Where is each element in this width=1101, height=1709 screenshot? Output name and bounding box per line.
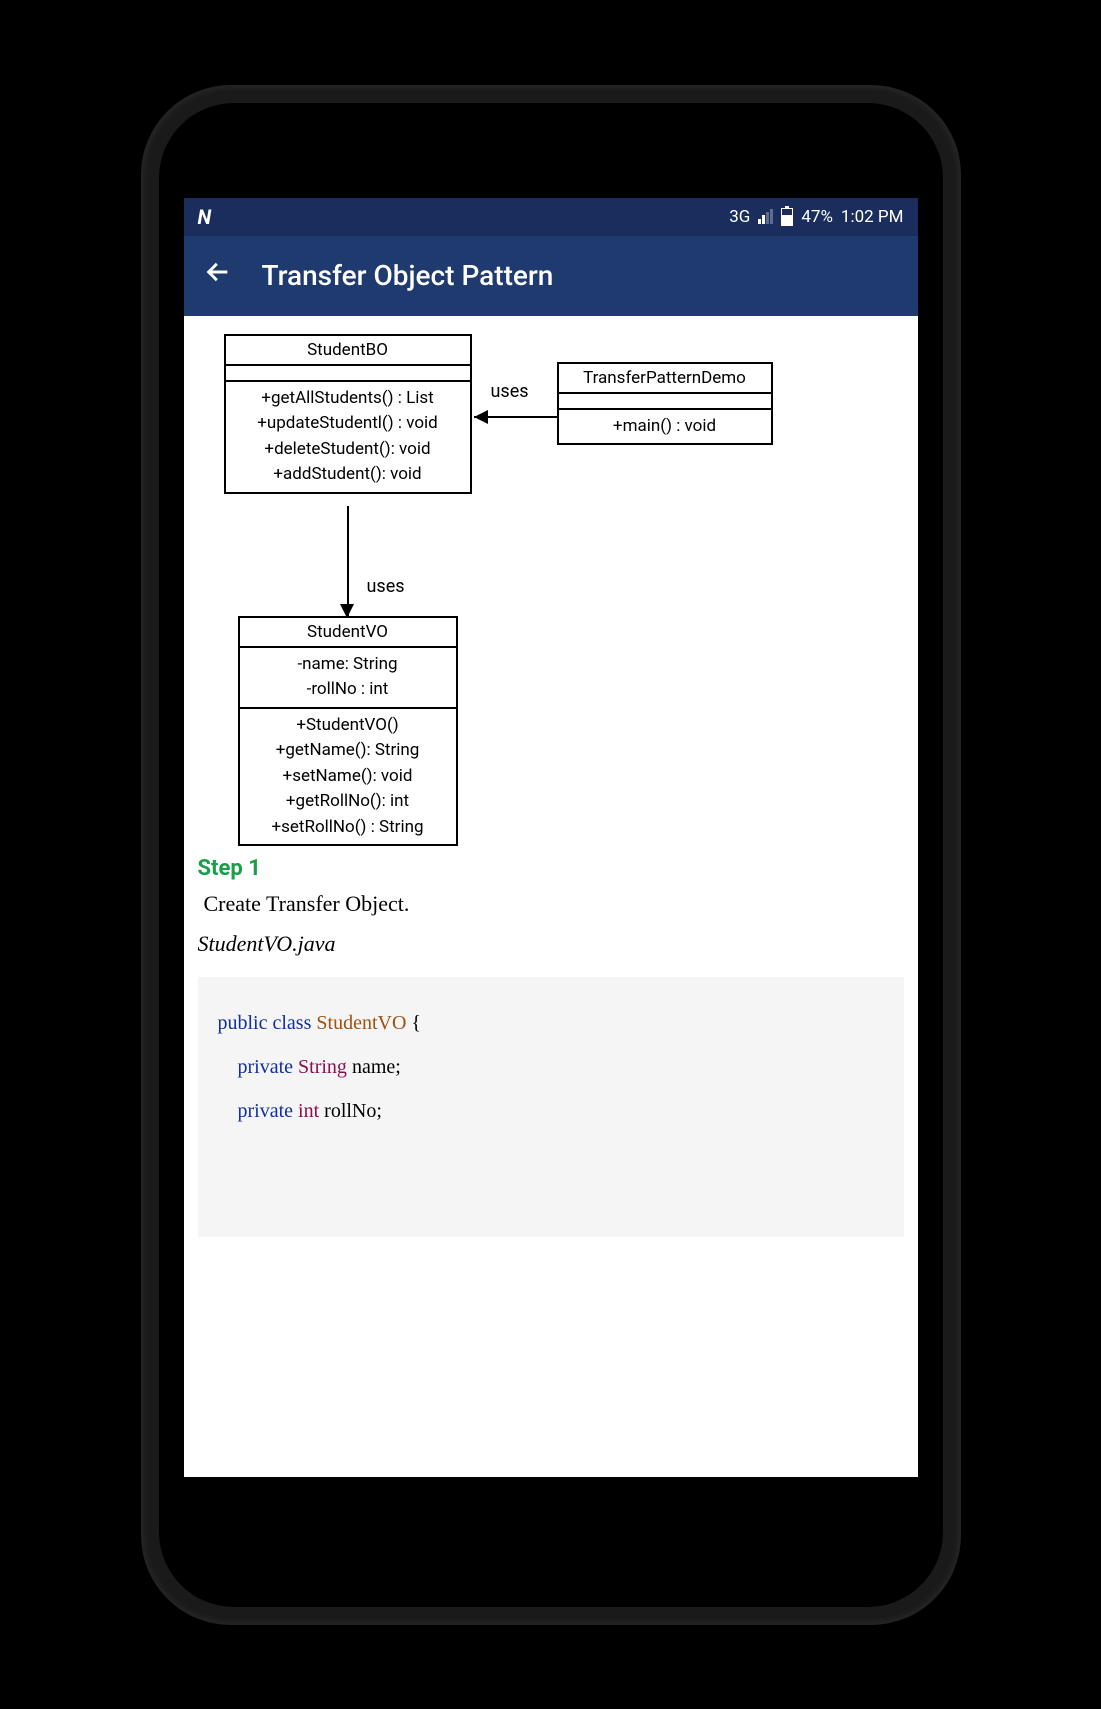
battery-percent: 47% [801, 207, 833, 227]
code-line: public class StudentVO { [218, 1001, 884, 1045]
uml-title: StudentBO [226, 336, 470, 366]
phone-frame: N 3G 47% 1:02 PM [141, 85, 961, 1625]
uses-label: uses [491, 381, 529, 402]
uml-attributes: -name: String -rollNo : int [240, 648, 456, 709]
uml-method: +updateStudentl() : void [238, 411, 458, 437]
status-left: N [198, 205, 212, 229]
uml-box-studentvo: StudentVO -name: String -rollNo : int +S… [238, 616, 458, 847]
uml-method: +getName(): String [252, 738, 444, 764]
code-text: rollNo; [324, 1100, 382, 1122]
uml-method: +deleteStudent(): void [238, 437, 458, 463]
code-keyword: private [238, 1056, 294, 1078]
back-button[interactable] [204, 258, 232, 294]
code-keyword: public [218, 1012, 268, 1034]
code-keyword: class [273, 1012, 312, 1034]
network-label: 3G [729, 207, 750, 227]
step-title: Step 1 [198, 856, 904, 881]
code-type: String [298, 1056, 347, 1078]
uml-title: StudentVO [240, 618, 456, 648]
uml-method: +getAllStudents() : List [238, 386, 458, 412]
uml-diagram: StudentBO +getAllStudents() : List +upda… [184, 326, 918, 846]
step-description: Create Transfer Object. [198, 891, 904, 917]
uml-method: +StudentVO() [252, 713, 444, 739]
code-type: int [298, 1100, 319, 1122]
signal-icon [758, 210, 773, 224]
code-text: { [411, 1012, 421, 1034]
uml-attributes-empty [226, 366, 470, 382]
code-line: private int rollNo; [218, 1089, 884, 1133]
page-title: Transfer Object Pattern [262, 259, 554, 292]
battery-icon [781, 208, 793, 226]
uml-methods: +getAllStudents() : List +updateStudentl… [226, 382, 470, 492]
code-text: name; [352, 1056, 401, 1078]
uml-box-transferdemo: TransferPatternDemo +main() : void [557, 362, 773, 446]
code-line: private String name; [218, 1045, 884, 1089]
uml-methods: +StudentVO() +getName(): String +setName… [240, 709, 456, 845]
uml-title: TransferPatternDemo [559, 364, 771, 394]
code-block: public class StudentVO { private String [198, 977, 904, 1237]
status-right: 3G 47% 1:02 PM [729, 207, 903, 227]
file-name: StudentVO.java [198, 931, 904, 957]
code-keyword: private [238, 1100, 294, 1122]
content-area[interactable]: StudentBO +getAllStudents() : List +upda… [184, 316, 918, 1247]
uml-attr: -name: String [252, 652, 444, 678]
uml-method: +getRollNo(): int [252, 789, 444, 815]
uml-box-studentbo: StudentBO +getAllStudents() : List +upda… [224, 334, 472, 494]
uml-method: +setRollNo() : String [252, 815, 444, 841]
clock: 1:02 PM [841, 207, 904, 227]
app-bar: Transfer Object Pattern [184, 236, 918, 316]
uml-method: +main() : void [571, 414, 759, 440]
uses-label: uses [367, 576, 405, 597]
phone-inner: N 3G 47% 1:02 PM [159, 103, 943, 1607]
arrow-left-icon [204, 258, 232, 286]
uml-method: +addStudent(): void [238, 462, 458, 488]
uml-method: +setName(): void [252, 764, 444, 790]
uml-attributes-empty [559, 394, 771, 410]
arrow-head-left [474, 410, 488, 424]
status-bar: N 3G 47% 1:02 PM [184, 198, 918, 236]
code-classname: StudentVO [316, 1012, 406, 1034]
screen: N 3G 47% 1:02 PM [184, 198, 918, 1477]
notification-icon: N [198, 205, 212, 229]
uml-attr: -rollNo : int [252, 677, 444, 703]
arrow-head-down [340, 604, 354, 618]
uml-methods: +main() : void [559, 410, 771, 444]
arrow-line [347, 506, 349, 616]
step-section: Step 1 Create Transfer Object. StudentVO… [184, 856, 918, 1237]
